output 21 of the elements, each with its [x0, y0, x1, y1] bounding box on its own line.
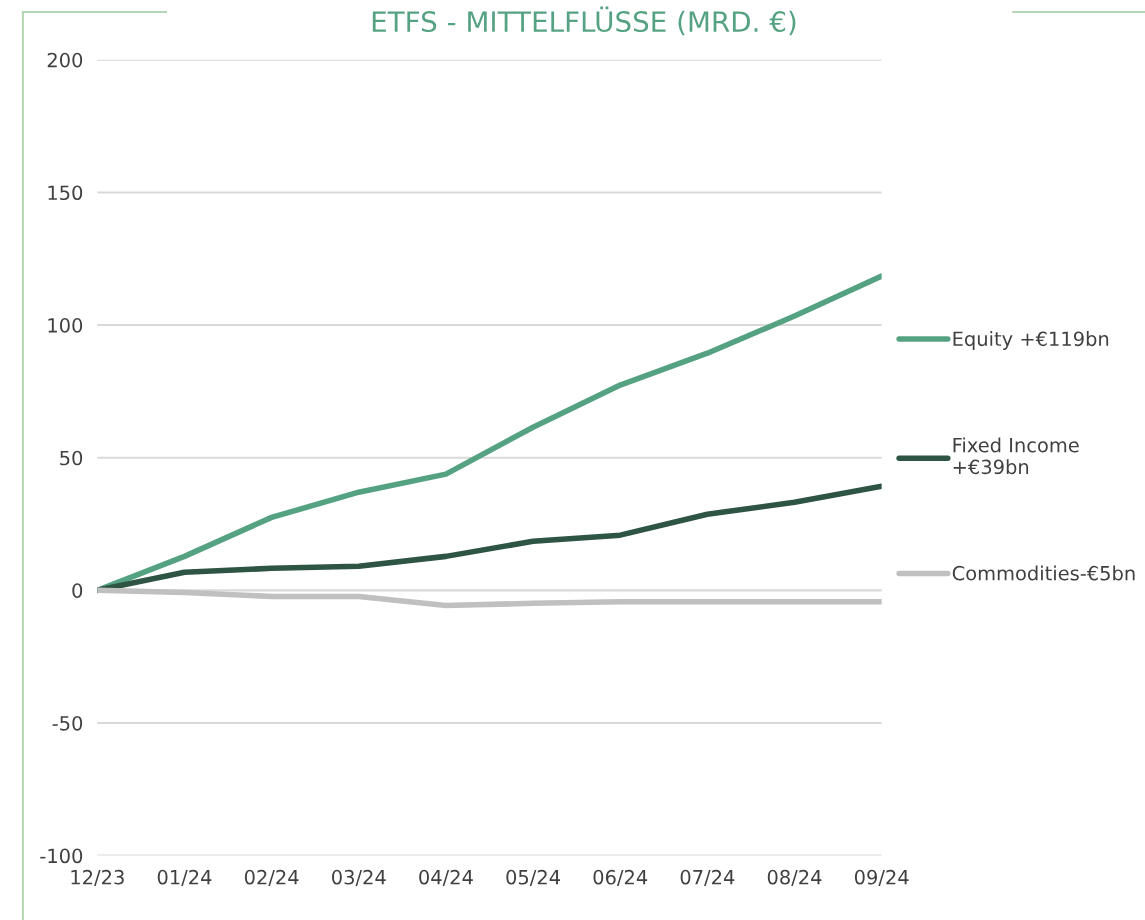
- x-tick-label: 07/24: [680, 869, 735, 887]
- y-tick-label: -50: [52, 715, 83, 731]
- y-tick-label: 100: [48, 318, 83, 333]
- y-tick-label: -100: [40, 848, 83, 864]
- x-tick-label: 06/24: [593, 869, 648, 887]
- legend-label: Equity +€119bn: [953, 331, 1109, 350]
- x-tick-label: 02/24: [244, 869, 299, 887]
- x-tick-label: 04/24: [419, 869, 473, 887]
- legend-label: Fixed Income +€39bn: [953, 437, 1079, 475]
- x-tick-label: 03/24: [332, 869, 386, 887]
- y-tick-label: 50: [60, 450, 83, 466]
- x-tick-label: 05/24: [506, 869, 560, 887]
- x-tick-label: 12/23: [71, 869, 124, 887]
- y-tick-label: 0: [72, 583, 83, 598]
- y-tick-label: 150: [48, 185, 83, 201]
- chart-title: ETFS - MITTELFLÜSSE (MRD. €): [372, 6, 796, 36]
- x-tick-label: 01/24: [157, 869, 212, 887]
- x-tick-label: 09/24: [854, 869, 909, 887]
- legend-label: Commodities-€5bn: [952, 565, 1135, 581]
- y-tick-label: 200: [47, 52, 83, 68]
- x-tick-label: 08/24: [767, 869, 822, 887]
